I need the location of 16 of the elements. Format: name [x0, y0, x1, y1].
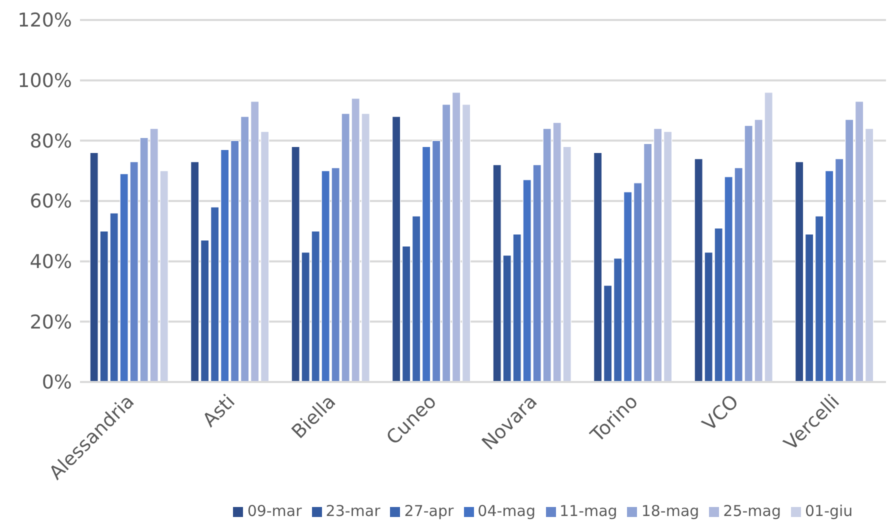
- y-tick-label: 20%: [30, 311, 72, 334]
- legend-label: 04-mag: [478, 502, 536, 520]
- x-tick-label: VCO: [698, 390, 744, 436]
- y-tick-label: 80%: [30, 130, 72, 152]
- y-tick-label: 120%: [18, 10, 72, 32]
- legend-label: 11-mag: [560, 502, 618, 520]
- legend-label: 09-mar: [247, 502, 302, 520]
- y-tick-label: 0%: [42, 372, 72, 394]
- legend-label: 27-apr: [404, 502, 454, 520]
- legend-label: 25-mag: [723, 502, 781, 520]
- legend-label: 01-giu: [804, 502, 853, 520]
- legend-label: 23-mar: [326, 502, 380, 520]
- y-tick-label: 100%: [18, 70, 72, 92]
- y-tick-label: 40%: [30, 251, 72, 274]
- legend-label: 18-mag: [641, 502, 700, 520]
- y-tick-label: 60%: [30, 190, 72, 213]
